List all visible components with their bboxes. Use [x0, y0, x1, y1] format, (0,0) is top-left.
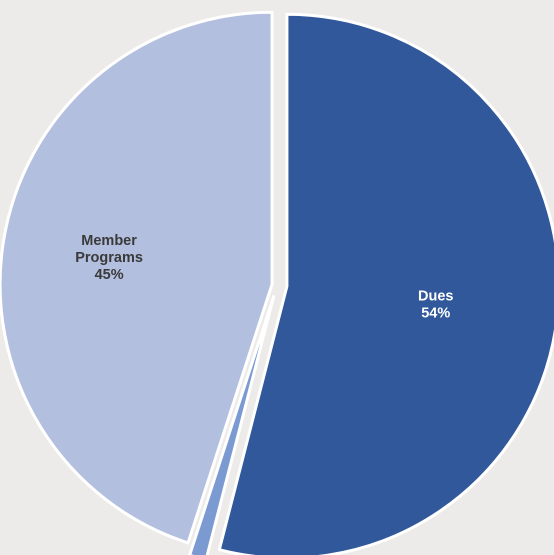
pie-label-member-programs-line-3: 45% [95, 267, 124, 283]
pie-label-member-programs-line-1: Member [81, 233, 137, 249]
pie-label-member-programs-line-2: Programs [75, 250, 143, 266]
pie-slice-dues [217, 12, 554, 555]
pie-slice-other [188, 295, 276, 555]
pie-label-dues-line-2: 54% [421, 305, 450, 321]
pie-label-dues-line-1: Dues [418, 288, 453, 304]
pie-slice-member-programs [0, 10, 274, 545]
